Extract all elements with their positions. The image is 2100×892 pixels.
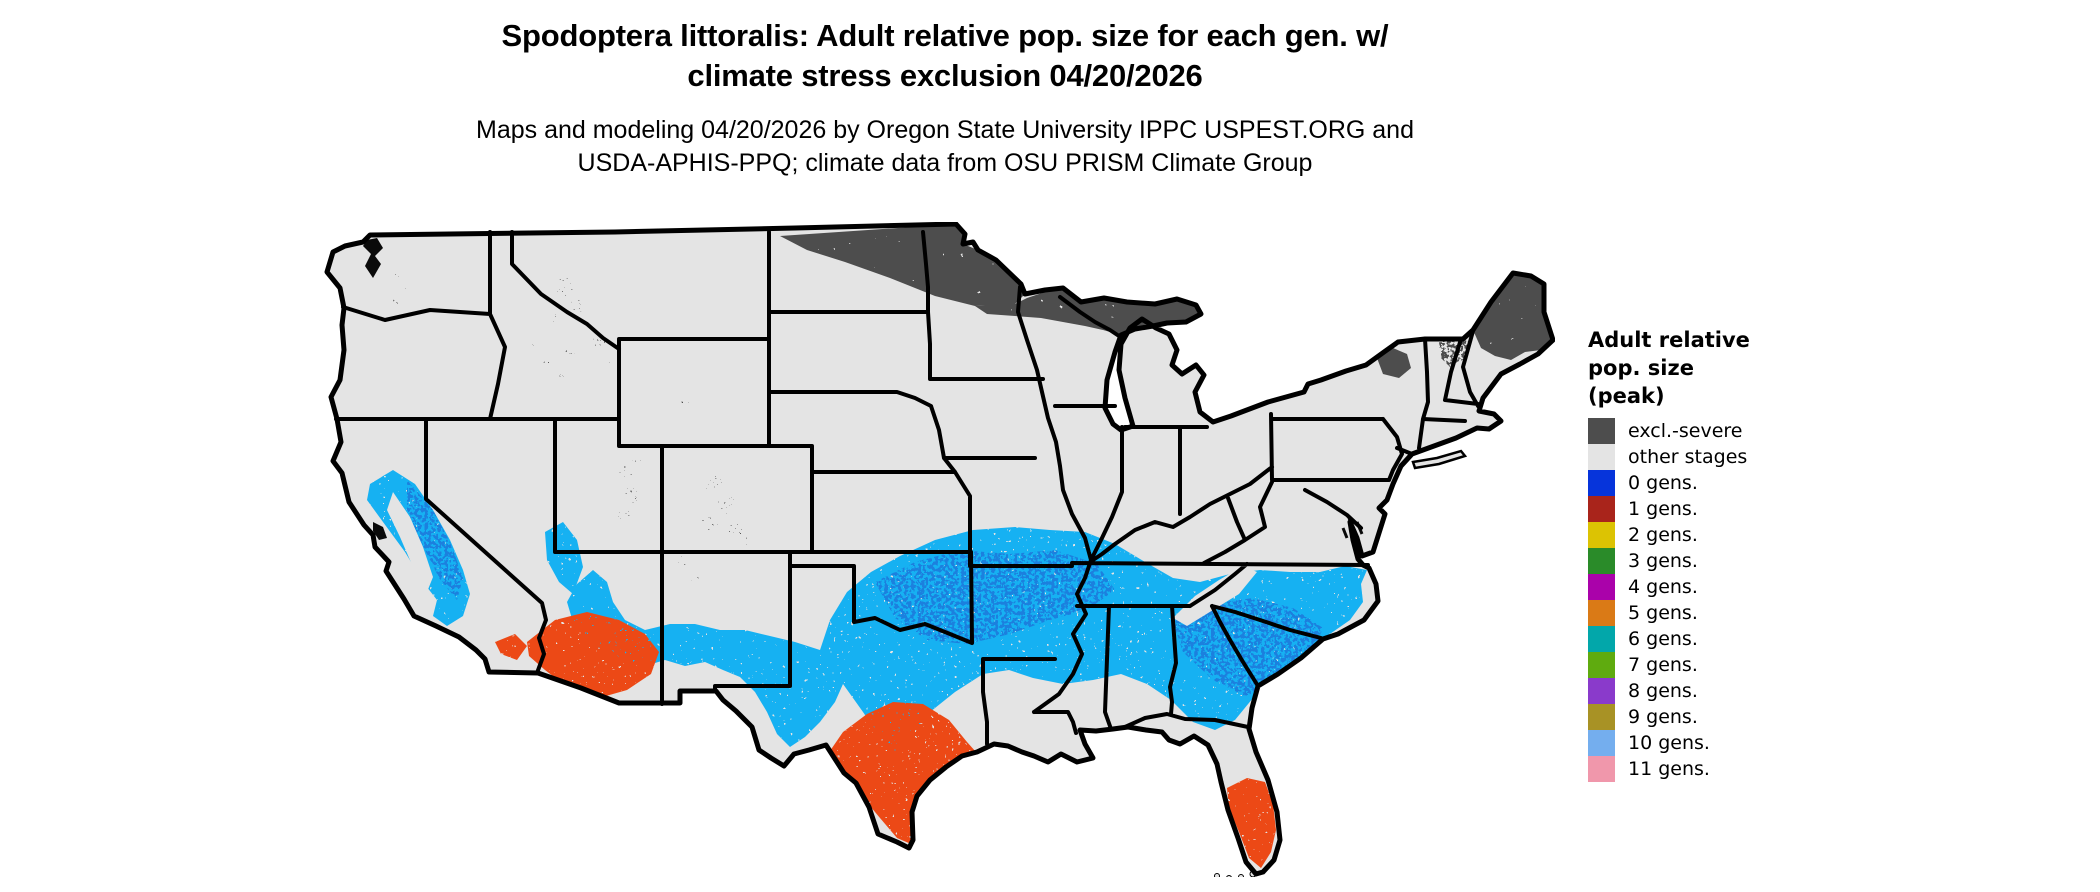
legend-swatch	[1588, 548, 1615, 574]
legend-row: 4 gens.	[1588, 574, 1888, 600]
legend-swatch	[1588, 522, 1615, 548]
figure-title-line2: climate stress exclusion 04/20/2026	[687, 58, 1203, 93]
legend-swatch	[1588, 730, 1615, 756]
legend-title-line1: Adult relative	[1588, 328, 1750, 352]
legend-row: 1 gens.	[1588, 496, 1888, 522]
legend-label: 2 gens.	[1628, 524, 1698, 546]
legend-swatch	[1588, 600, 1615, 626]
legend-swatch	[1588, 704, 1615, 730]
map-legend: Adult relative pop. size (peak) excl.-se…	[1588, 326, 1888, 782]
legend-swatch	[1588, 496, 1615, 522]
legend-swatch	[1588, 444, 1615, 470]
legend-label: 1 gens.	[1628, 498, 1698, 520]
puget-sound-inlet	[363, 238, 383, 278]
legend-swatch	[1588, 574, 1615, 600]
florida-keys	[1214, 870, 1257, 882]
legend-rows: excl.-severe other stages 0 gens. 1 gens…	[1588, 418, 1888, 782]
legend-swatch	[1588, 470, 1615, 496]
legend-label: 8 gens.	[1628, 680, 1698, 702]
figure-subtitle-line1: Maps and modeling 04/20/2026 by Oregon S…	[476, 116, 1414, 144]
legend-row: 2 gens.	[1588, 522, 1888, 548]
legend-label: 0 gens.	[1628, 472, 1698, 494]
legend-row: 6 gens.	[1588, 626, 1888, 652]
legend-row: 8 gens.	[1588, 678, 1888, 704]
legend-row: 7 gens.	[1588, 652, 1888, 678]
long-island	[1411, 449, 1468, 470]
legend-row: 11 gens.	[1588, 756, 1888, 782]
legend-title: Adult relative pop. size (peak)	[1588, 326, 1888, 410]
excluded-mountain-speckle	[392, 273, 749, 582]
pop-blue-regions	[407, 480, 1323, 696]
us-map-svg	[315, 222, 1555, 882]
legend-label: excl.-severe	[1628, 420, 1743, 442]
sf-bay-inlet	[373, 522, 387, 540]
figure-subtitle-line2: USDA-APHIS-PPQ; climate data from OSU PR…	[577, 149, 1313, 177]
legend-swatch	[1588, 678, 1615, 704]
legend-title-line2: pop. size	[1588, 356, 1694, 380]
legend-row: 5 gens.	[1588, 600, 1888, 626]
legend-label: 5 gens.	[1628, 602, 1698, 624]
figure-subtitle: Maps and modeling 04/20/2026 by Oregon S…	[0, 114, 1890, 180]
excluded-north-band	[780, 224, 1553, 378]
excluded-severe-regions	[392, 224, 1553, 582]
legend-row: 3 gens.	[1588, 548, 1888, 574]
map-overlays	[367, 224, 1553, 868]
legend-label: 3 gens.	[1628, 550, 1698, 572]
pop-orange-regions	[495, 612, 1276, 868]
legend-label: other stages	[1628, 446, 1748, 468]
legend-row: 10 gens.	[1588, 730, 1888, 756]
key-islet	[1226, 875, 1232, 881]
legend-label: 10 gens.	[1628, 732, 1710, 754]
key-islet	[1214, 873, 1220, 879]
figure-title: Spodoptera littoralis: Adult relative po…	[0, 16, 1890, 96]
legend-label: 11 gens.	[1628, 758, 1710, 780]
legend-row: 0 gens.	[1588, 470, 1888, 496]
legend-row: excl.-severe	[1588, 418, 1888, 444]
legend-swatch	[1588, 652, 1615, 678]
legend-label: 6 gens.	[1628, 628, 1698, 650]
legend-label: 4 gens.	[1628, 576, 1698, 598]
us-map	[315, 222, 1555, 882]
state-borders	[334, 230, 1480, 746]
legend-swatch	[1588, 418, 1615, 444]
legend-row: other stages	[1588, 444, 1888, 470]
legend-title-line3: (peak)	[1588, 384, 1665, 408]
legend-label: 7 gens.	[1628, 654, 1698, 676]
pop-cyan-regions	[367, 470, 1367, 752]
key-islet	[1238, 874, 1244, 880]
legend-label: 9 gens.	[1628, 706, 1698, 728]
legend-swatch	[1588, 626, 1615, 652]
figure-title-line1: Spodoptera littoralis: Adult relative po…	[501, 18, 1389, 53]
legend-row: 9 gens.	[1588, 704, 1888, 730]
legend-swatch	[1588, 756, 1615, 782]
